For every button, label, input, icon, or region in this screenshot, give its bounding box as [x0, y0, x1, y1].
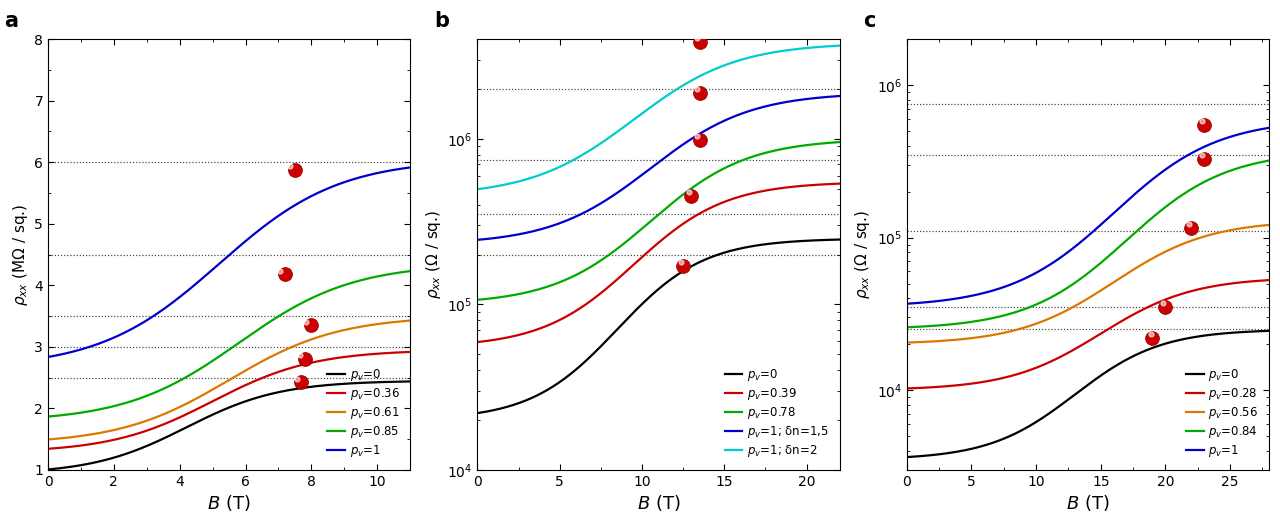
Y-axis label: $\rho_{xx}$ ($\Omega$ / sq.): $\rho_{xx}$ ($\Omega$ / sq.)	[424, 210, 443, 299]
Legend: $p_v$=0, $p_v$=0.28, $p_v$=0.56, $p_v$=0.84, $p_v$=1: $p_v$=0, $p_v$=0.28, $p_v$=0.56, $p_v$=0…	[1181, 363, 1263, 464]
Y-axis label: $\rho_{xx}$ ($\Omega$ / sq.): $\rho_{xx}$ ($\Omega$ / sq.)	[854, 210, 873, 299]
Legend: $p_v$=0, $p_v$=0.39, $p_v$=0.78, $p_v$=1; δn=1,5, $p_v$=1; δn=2: $p_v$=0, $p_v$=0.39, $p_v$=0.78, $p_v$=1…	[719, 363, 833, 464]
X-axis label: $B$ (T): $B$ (T)	[207, 493, 251, 513]
X-axis label: $B$ (T): $B$ (T)	[636, 493, 680, 513]
Text: a: a	[5, 10, 19, 30]
X-axis label: $B$ (T): $B$ (T)	[1066, 493, 1110, 513]
Text: c: c	[863, 10, 876, 30]
Legend: $p_v$=0, $p_v$=0.36, $p_v$=0.61, $p_v$=0.85, $p_v$=1: $p_v$=0, $p_v$=0.36, $p_v$=0.61, $p_v$=0…	[323, 363, 404, 464]
Y-axis label: $\rho_{xx}$ (M$\Omega$ / sq.): $\rho_{xx}$ (M$\Omega$ / sq.)	[12, 203, 31, 305]
Text: b: b	[434, 10, 449, 30]
